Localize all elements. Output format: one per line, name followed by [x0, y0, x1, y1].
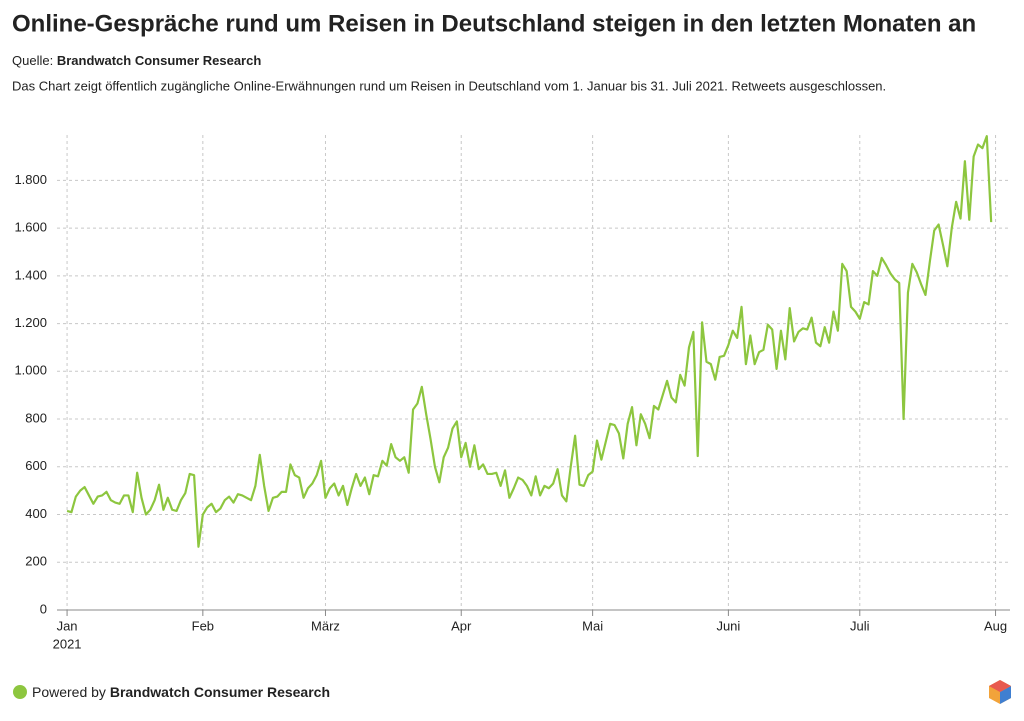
source: Quelle: Brandwatch Consumer Research [12, 53, 261, 68]
y-tick-label: 200 [25, 554, 47, 569]
y-tick-label: 400 [25, 506, 47, 521]
y-tick-label: 1.000 [14, 363, 47, 378]
logo [989, 680, 1011, 704]
footer-prefix: Powered by [32, 684, 106, 700]
footer-brand: Brandwatch Consumer Research [110, 684, 330, 700]
x-tick-label: Jan [57, 618, 78, 633]
x-tick-label: Juli [850, 618, 870, 633]
x-tick-label: Feb [192, 618, 214, 633]
x-tick-label: Juni [716, 618, 740, 633]
y-tick-label: 1.800 [14, 172, 47, 187]
x-tick-label: Mai [582, 618, 603, 633]
x-tick-label: Aug [984, 618, 1007, 633]
y-tick-label: 0 [40, 601, 47, 616]
y-tick-label: 1.600 [14, 220, 47, 235]
y-tick-label: 1.400 [14, 267, 47, 282]
y-tick-label: 1.200 [14, 315, 47, 330]
source-label: Quelle: [12, 53, 53, 68]
subtitle: Das Chart zeigt öffentlich zugängliche O… [12, 78, 886, 93]
y-tick-label: 600 [25, 458, 47, 473]
chart-title: Online-Gespräche rund um Reisen in Deuts… [12, 10, 976, 37]
source-name: Brandwatch Consumer Research [57, 53, 262, 68]
x-tick-label: März [311, 618, 340, 633]
footer: Powered by Brandwatch Consumer Research [32, 684, 330, 700]
data-line [66, 135, 993, 548]
x-tick-label: Apr [451, 618, 472, 633]
x-year-label: 2021 [53, 636, 82, 651]
y-tick-label: 800 [25, 410, 47, 425]
footer-dot [13, 685, 27, 699]
